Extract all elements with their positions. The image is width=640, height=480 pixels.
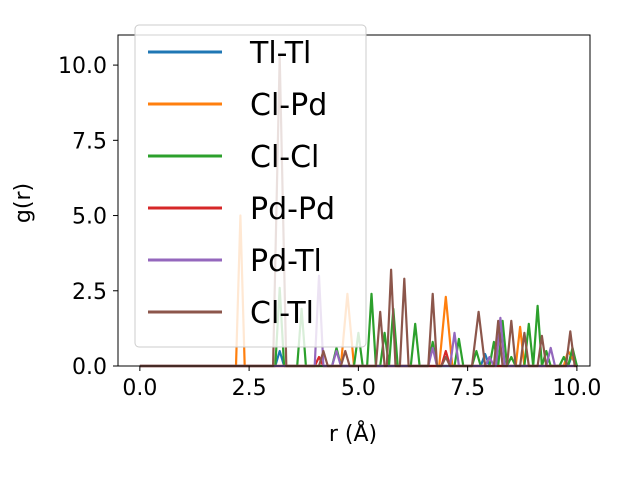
axes-layer: 0.0 2.5 5.0 7.5 10.0 0.0 2.5 5.0 7.5 10.0	[58, 34, 601, 401]
x-tick-label: 0.0	[122, 376, 157, 401]
legend: Tl-Tl Cl-Pd Cl-Cl Pd-Pd Pd-Tl Cl-Tl	[134, 24, 367, 348]
x-tick-label: 2.5	[232, 376, 267, 401]
y-tick-label: 5.0	[72, 205, 107, 230]
y-tick-label: 0.0	[72, 355, 107, 380]
y-tick-label: 7.5	[72, 129, 107, 154]
legend-label: Pd-Pd	[250, 192, 335, 227]
legend-label: Tl-Tl	[249, 36, 311, 71]
y-axis-label: g(r)	[11, 183, 36, 223]
y-tick-label: 2.5	[72, 280, 107, 305]
legend-label: Cl-Pd	[250, 88, 327, 123]
y-tick-label: 10.0	[58, 54, 107, 79]
legend-label: Cl-Tl	[250, 296, 314, 331]
x-tick-label: 7.5	[450, 376, 485, 401]
x-tick-label: 5.0	[341, 376, 376, 401]
x-axis-label: r (Å)	[329, 420, 377, 447]
legend-label: Pd-Tl	[250, 244, 322, 279]
x-tick-label: 10.0	[552, 376, 601, 401]
legend-label: Cl-Cl	[250, 140, 319, 175]
